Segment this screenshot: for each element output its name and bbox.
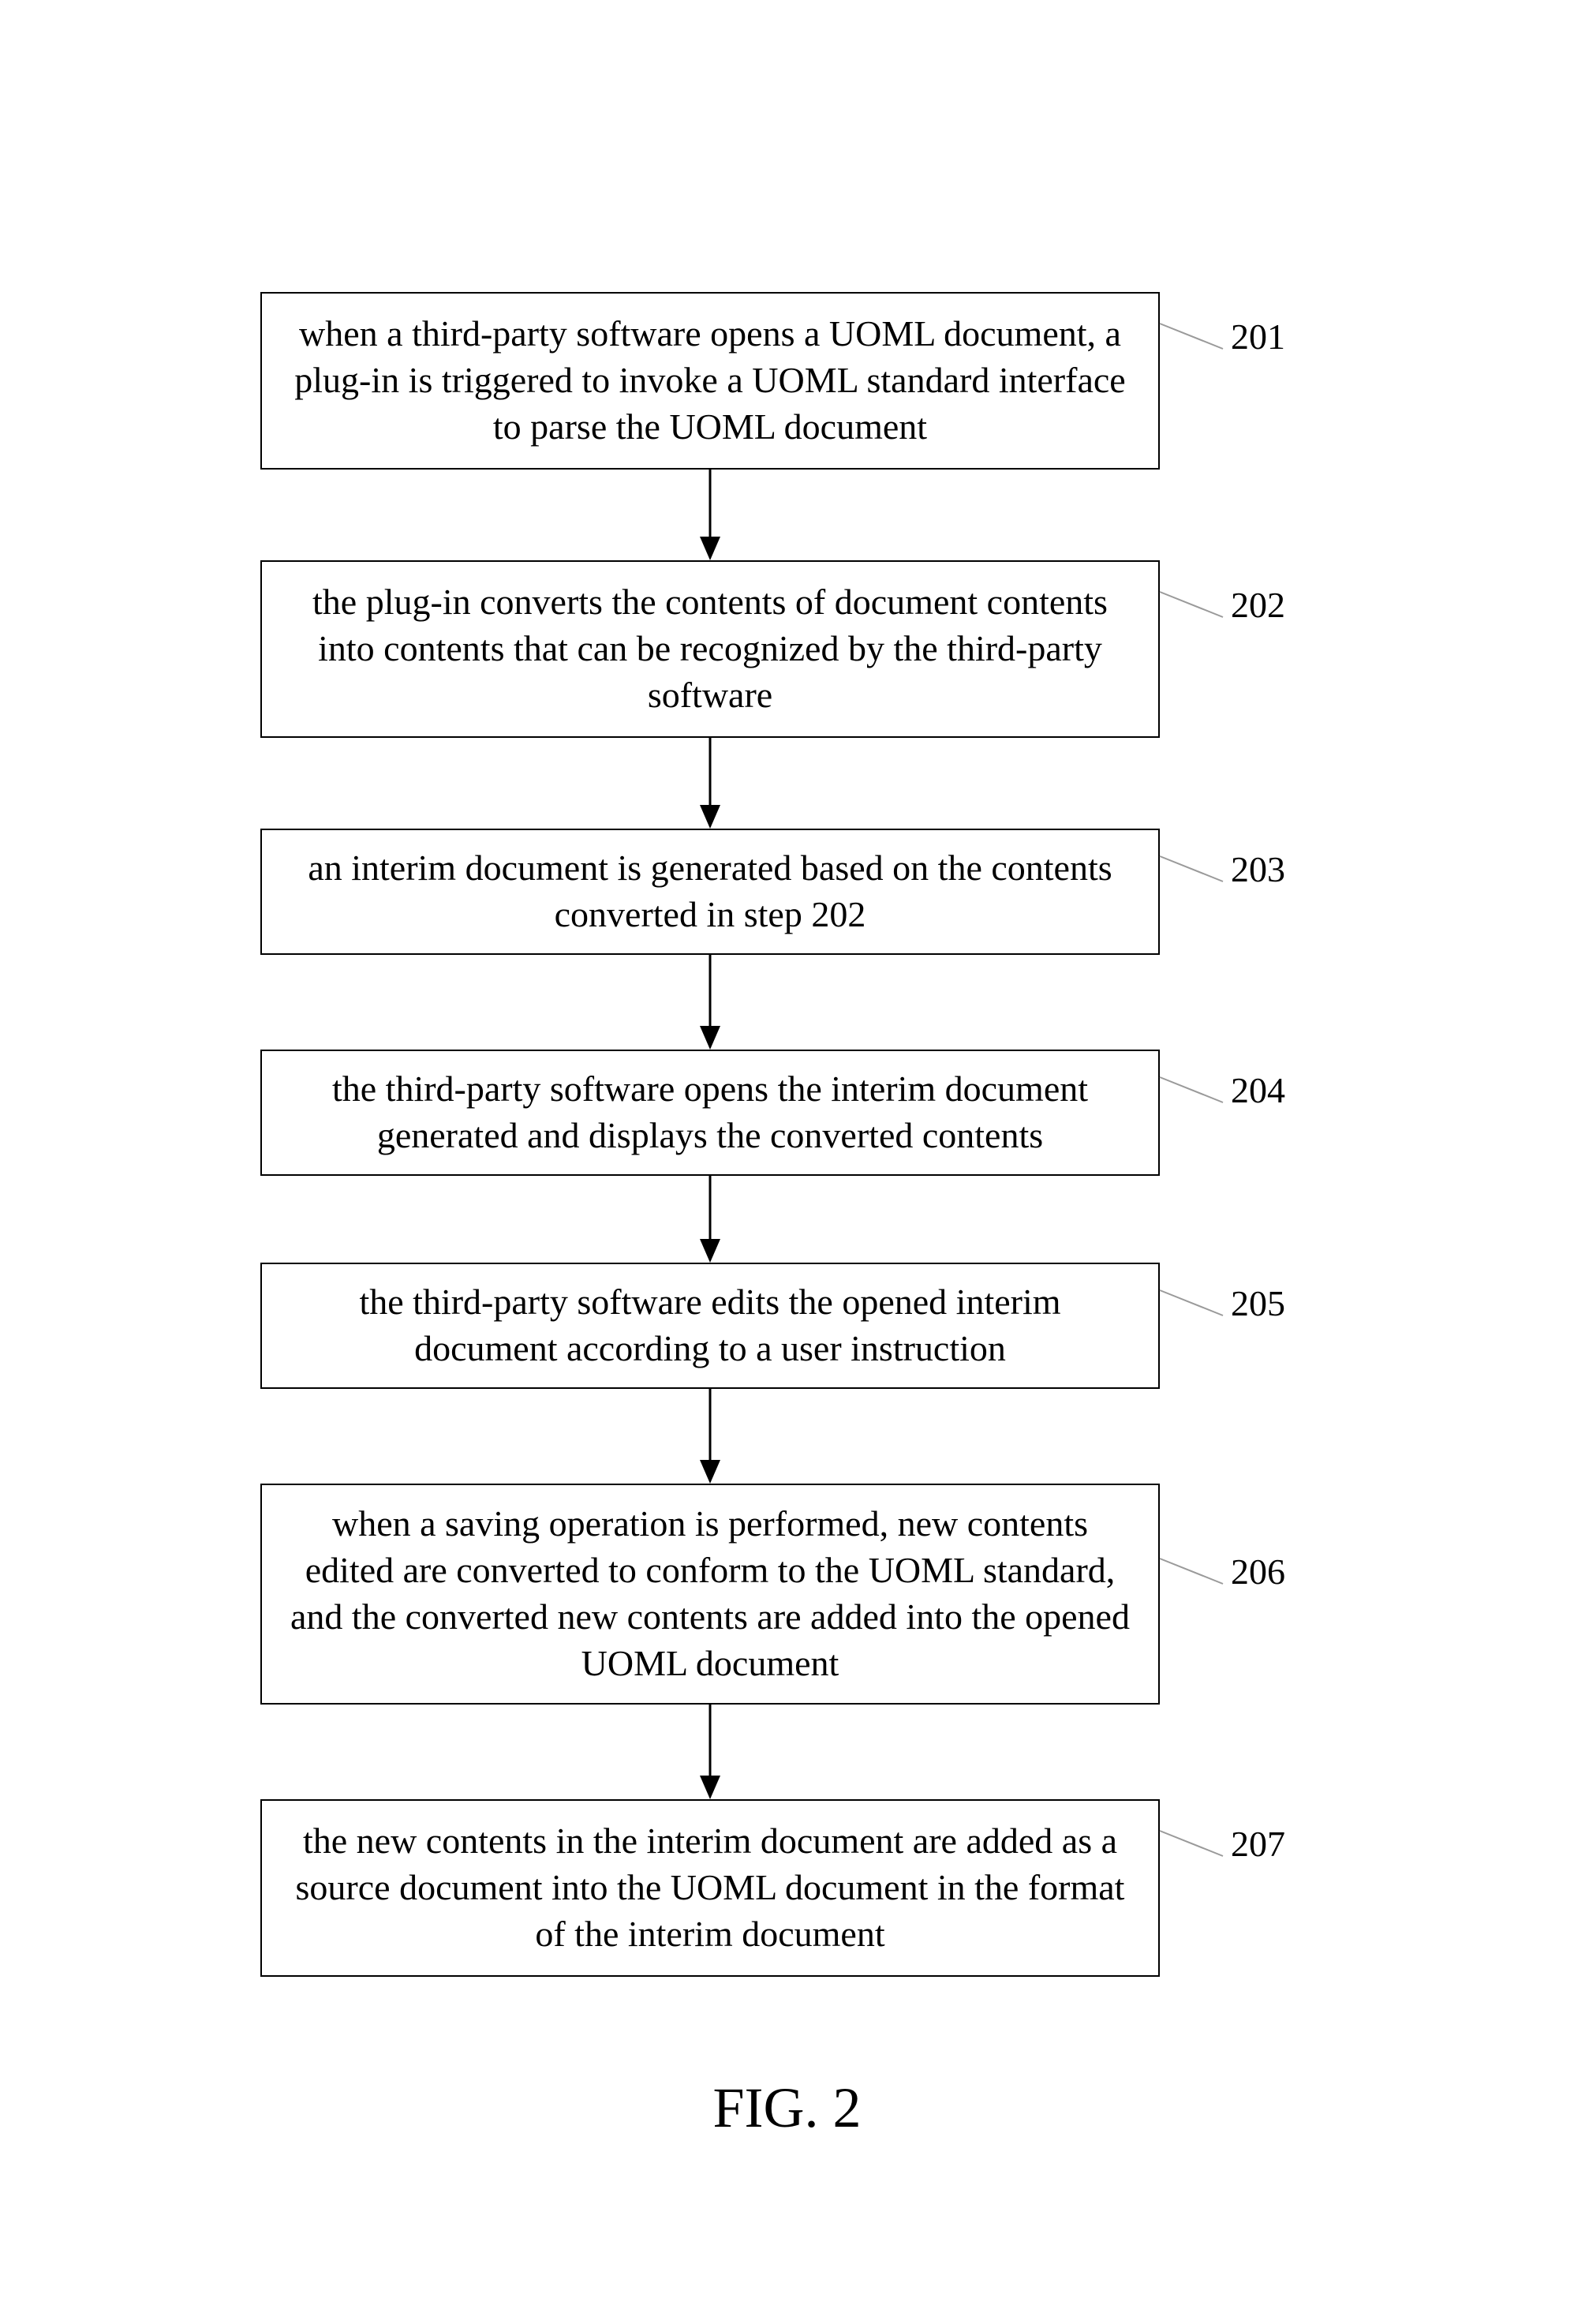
connector-layer [0, 0, 1574, 2324]
flowchart-canvas: { "flowchart": { "type": "flowchart", "b… [0, 0, 1574, 2324]
